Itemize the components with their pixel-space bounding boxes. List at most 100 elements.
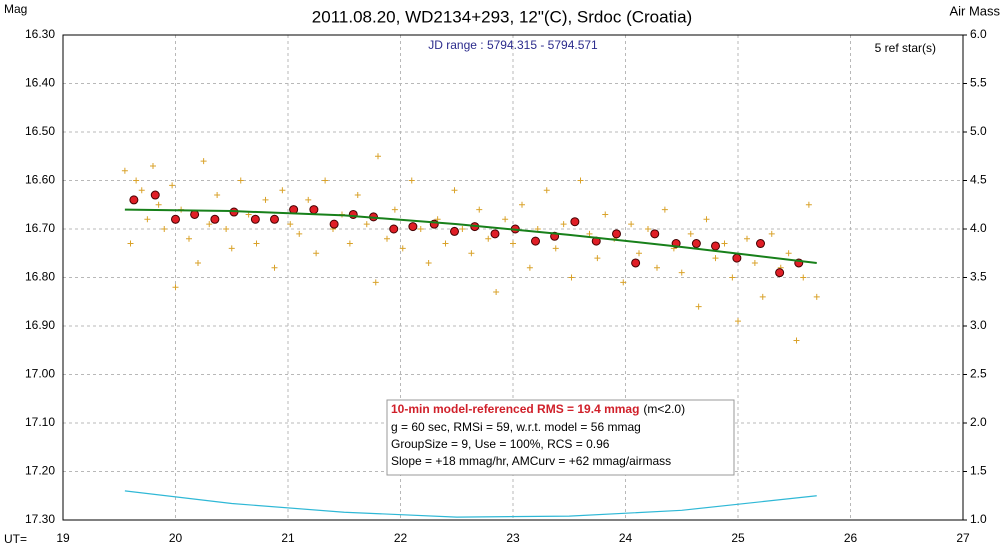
data-point <box>543 187 550 194</box>
data-point <box>451 187 458 194</box>
group-point <box>631 258 641 268</box>
data-point <box>805 201 812 208</box>
data-point <box>399 245 406 252</box>
group-point <box>570 217 580 227</box>
data-point <box>586 230 593 237</box>
data-point <box>485 235 492 242</box>
data-point <box>654 264 660 271</box>
data-point <box>729 274 736 281</box>
data-point <box>195 259 201 266</box>
y-axis-label: Mag <box>4 2 27 16</box>
group-point <box>129 195 139 205</box>
data-point <box>169 182 176 189</box>
data-point <box>459 226 466 232</box>
data-point <box>138 187 145 194</box>
data-point <box>155 201 162 208</box>
data-point <box>172 284 179 291</box>
data-point <box>253 240 260 247</box>
y2-tick-label: 1.5 <box>970 464 987 478</box>
ref-note: 5 ref star(s) <box>875 41 936 55</box>
y2-tick-label: 3.0 <box>970 318 987 332</box>
group-point <box>150 190 160 200</box>
data-point <box>735 318 741 325</box>
data-point <box>214 192 221 199</box>
y-tick-label: 16.40 <box>25 76 55 90</box>
data-point <box>375 153 381 160</box>
annotation-line: GroupSize = 9, Use = 100%, RCS = 0.96 <box>391 437 610 451</box>
data-point <box>313 250 320 257</box>
y-tick-label: 17.10 <box>25 415 55 429</box>
data-point <box>636 250 642 257</box>
group-point <box>250 214 260 224</box>
data-point <box>161 226 168 232</box>
group-point <box>171 214 180 224</box>
rms-note: (m<2.0) <box>643 402 685 416</box>
data-point <box>645 226 651 232</box>
data-point <box>127 240 134 247</box>
y2-tick-label: 2.0 <box>970 415 987 429</box>
data-point <box>519 201 525 208</box>
annotation-box: 10-min model-referenced RMS = 19.4 mmag (… <box>386 399 735 476</box>
data-point <box>577 177 584 184</box>
data-point <box>384 235 390 242</box>
data-point <box>121 167 128 174</box>
x-tick-label: 23 <box>506 531 520 545</box>
data-point <box>305 196 312 203</box>
data-point <box>800 274 807 281</box>
data-point <box>703 216 710 223</box>
data-point <box>813 293 820 300</box>
group-point <box>531 236 540 246</box>
y2-tick-label: 4.5 <box>970 173 987 187</box>
group-point <box>450 226 459 236</box>
model-line <box>124 208 817 264</box>
data-point <box>296 230 303 237</box>
y2-tick-label: 5.0 <box>970 124 987 138</box>
data-point <box>560 221 567 228</box>
data-point <box>262 196 269 203</box>
rms-line: 10-min model-referenced RMS = 19.4 mmag <box>391 402 639 416</box>
data-point <box>237 177 244 184</box>
data-point <box>510 240 516 247</box>
group-point <box>329 219 339 229</box>
data-point <box>442 240 449 247</box>
group-point <box>270 214 279 224</box>
data-point <box>695 303 702 310</box>
data-point <box>425 259 432 266</box>
data-point <box>363 221 370 228</box>
group-point <box>711 241 720 251</box>
y-tick-label: 16.90 <box>25 318 55 332</box>
y2-tick-label: 6.0 <box>970 27 987 41</box>
x-tick-label: 26 <box>844 531 858 545</box>
data-point <box>552 245 559 252</box>
x-tick-label: 19 <box>56 531 70 545</box>
data-point <box>206 221 213 228</box>
group-point <box>190 209 200 219</box>
group-point <box>612 229 621 239</box>
data-point <box>493 289 500 296</box>
x-tick-label: 21 <box>281 531 295 545</box>
data-point <box>287 221 294 228</box>
data-point <box>628 221 635 228</box>
data-point <box>744 235 750 242</box>
data-point <box>678 269 685 276</box>
data-point <box>133 177 140 184</box>
group-point <box>775 268 785 278</box>
group-point <box>309 205 319 215</box>
y2-axis-label: Air Mass <box>949 3 1000 18</box>
data-point <box>687 230 694 237</box>
data-point <box>417 226 424 232</box>
x-tick-label: 27 <box>956 531 970 545</box>
data-point <box>150 162 156 169</box>
group-point <box>408 222 418 232</box>
data-point <box>712 255 719 262</box>
y2-tick-label: 4.0 <box>970 221 987 235</box>
data-point <box>391 206 398 213</box>
data-point <box>279 187 286 194</box>
group-point <box>650 229 660 239</box>
y-tick-label: 17.00 <box>25 367 55 381</box>
y-tick-label: 16.30 <box>25 27 55 41</box>
data-point <box>785 250 792 257</box>
annotation-line: Slope = +18 mmag/hr, AMCurv = +62 mmag/a… <box>391 454 671 468</box>
chart-title: 2011.08.20, WD2134+293, 12"(C), Srdoc (C… <box>312 7 692 26</box>
